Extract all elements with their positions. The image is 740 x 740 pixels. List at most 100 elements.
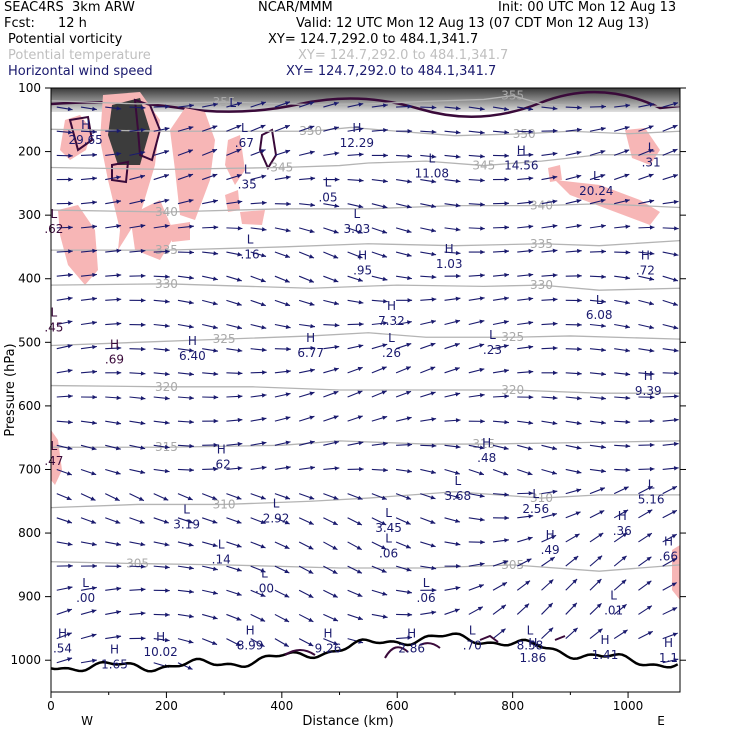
wind-arrow-head <box>91 633 97 638</box>
wind-arrow <box>492 344 509 350</box>
wind-arrow-head <box>431 251 437 257</box>
wind-arrow <box>638 173 654 181</box>
wind-arrow-head <box>552 321 558 326</box>
wind-arrow <box>565 273 582 279</box>
wind-arrow <box>420 588 437 593</box>
wind-arrow-head <box>189 443 194 449</box>
isentrope-label: 320 <box>501 383 524 397</box>
wind-arrow-head <box>576 127 582 133</box>
wind-arrow-head <box>528 129 534 134</box>
wind-arrow-head <box>431 319 436 325</box>
wind-arrow <box>541 370 558 375</box>
wind-arrow <box>420 342 436 350</box>
wind-arrow-head <box>91 609 97 614</box>
wind-arrow <box>613 555 627 567</box>
wind-arrow-head <box>646 533 652 538</box>
wind-arrow <box>250 465 267 471</box>
wind-arrow <box>541 556 556 567</box>
wind-arrow <box>516 580 531 591</box>
extremum-mark: L <box>325 175 332 189</box>
wind-arrow-head <box>92 248 97 254</box>
extremum-mark: H <box>306 331 315 345</box>
extremum-mark: L <box>241 121 248 135</box>
wind-arrow-head <box>525 580 531 586</box>
wind-arrow-head <box>212 276 218 281</box>
wind-arrow-head <box>236 124 242 129</box>
wind-arrow <box>202 395 219 400</box>
wind-arrow <box>323 177 340 182</box>
wind-arrow <box>638 299 655 306</box>
wind-arrow <box>565 127 582 133</box>
wind-arrow-head <box>261 325 267 330</box>
wind-arrow-head <box>647 631 653 636</box>
wind-arrow <box>493 201 510 206</box>
wind-arrow-head <box>357 390 363 395</box>
wind-arrow-head <box>673 441 679 447</box>
wind-arrow-head <box>455 518 460 523</box>
wind-arrow <box>444 563 461 569</box>
wind-arrow-head <box>284 125 290 130</box>
extremum-mark: L <box>229 96 236 110</box>
wind-arrow <box>444 541 461 547</box>
wind-arrow <box>444 273 461 279</box>
wind-arrow <box>80 586 97 591</box>
wind-arrow <box>153 174 170 181</box>
wind-arrow-head <box>358 127 364 132</box>
wind-arrow-head <box>140 223 146 229</box>
wind-arrow <box>468 540 485 545</box>
pv-blob <box>170 222 190 242</box>
wind-arrow-head <box>358 300 364 305</box>
wind-arrow-head <box>356 545 362 550</box>
wind-arrow-head <box>212 590 218 595</box>
wind-arrow <box>226 613 242 621</box>
y-tick-label: 500 <box>18 335 41 349</box>
wind-arrow-head <box>382 276 388 282</box>
extremum-value: .05 <box>318 190 337 204</box>
wind-arrow <box>226 493 242 500</box>
wind-arrow-head <box>383 321 388 326</box>
wind-arrow-head <box>673 199 679 205</box>
wind-arrow-head <box>673 252 679 257</box>
model-title: SEAC4RS 3km ARW <box>4 0 135 15</box>
wind-arrow-head <box>576 469 582 475</box>
wind-arrow-head <box>237 348 243 353</box>
extremum-mark: L <box>51 207 58 221</box>
wind-arrow <box>492 394 510 399</box>
wind-arrow-head <box>309 495 315 500</box>
wind-arrow <box>638 532 653 543</box>
wind-arrow <box>444 367 460 374</box>
isentrope-line <box>51 154 680 171</box>
wind-arrow-head <box>68 419 73 425</box>
wind-arrow-head <box>235 641 241 646</box>
wind-arrow <box>250 323 267 330</box>
wind-arrow-head <box>455 130 461 135</box>
wind-arrow-head <box>528 420 534 425</box>
wind-arrow-head <box>68 153 73 158</box>
wind-arrow-head <box>649 466 655 472</box>
wind-arrow <box>56 632 72 640</box>
x-tick-label: 600 <box>386 699 409 713</box>
wind-arrow <box>468 606 484 615</box>
wind-arrow <box>298 101 315 108</box>
wind-arrow <box>177 541 194 547</box>
wind-arrow <box>420 366 436 374</box>
wind-arrow-head <box>601 274 606 279</box>
wind-arrow-head <box>528 152 534 158</box>
wind-arrow-head <box>479 445 485 450</box>
wind-arrow-head <box>504 130 509 135</box>
extremum-value: 29.65 <box>68 133 102 147</box>
extremum-value: 6.77 <box>297 346 324 360</box>
wind-arrow <box>541 151 558 157</box>
wind-arrow-head <box>503 471 509 476</box>
wind-arrow <box>323 101 339 108</box>
wind-arrow-head <box>552 199 558 204</box>
extremum-mark: L <box>388 331 395 345</box>
wind-arrow <box>274 227 291 233</box>
wind-arrow-head <box>576 420 582 426</box>
wind-arrow-head <box>213 225 219 230</box>
wind-arrow <box>323 493 339 500</box>
wind-arrow-head <box>597 628 603 634</box>
wind-arrow <box>153 224 170 229</box>
wind-arrow-head <box>383 299 388 304</box>
